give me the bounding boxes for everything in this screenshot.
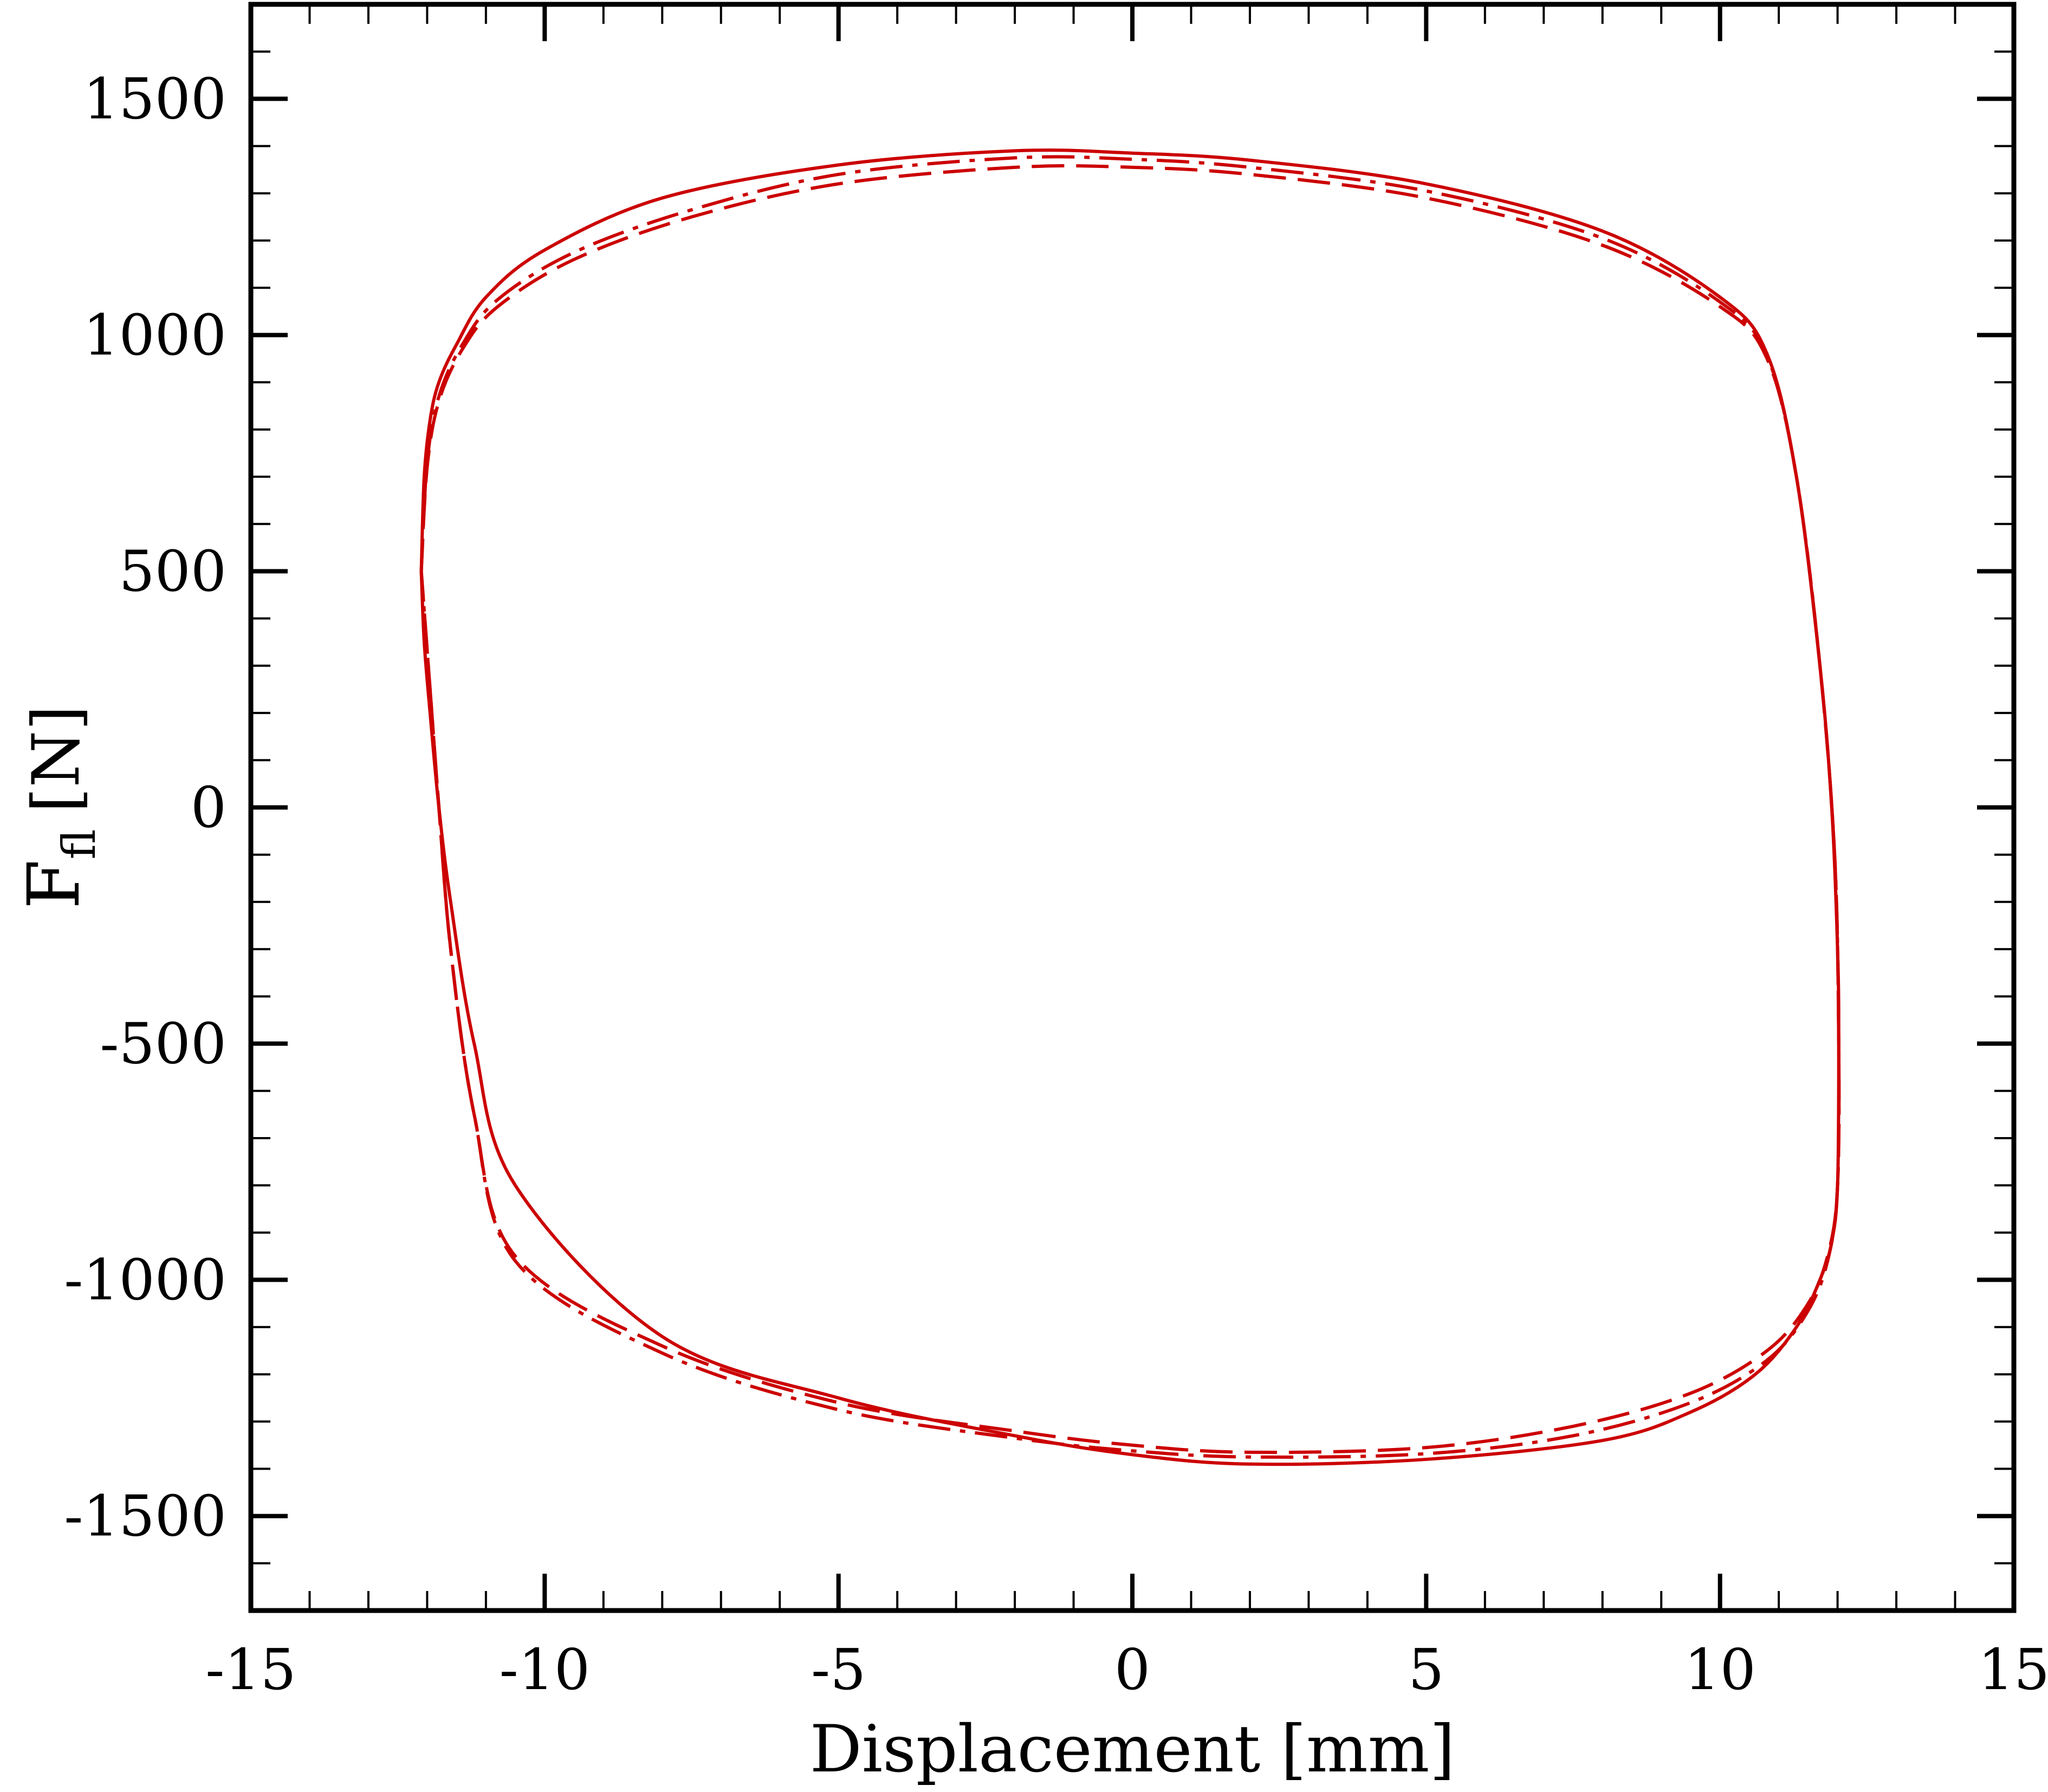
x-axis-label: Displacement [mm] xyxy=(810,1712,1455,1787)
x-tick-label: -5 xyxy=(811,1637,866,1703)
x-tick-labels: -15 -10 -5 0 5 10 15 xyxy=(205,1637,2048,1703)
x-tick-label: -10 xyxy=(500,1637,590,1703)
y-axis-label: Ffl [N] xyxy=(12,705,106,909)
y-axis-label-main: F xyxy=(12,860,96,910)
y-tick-label: 1000 xyxy=(83,302,226,368)
plot-frame xyxy=(248,2,2017,1613)
x-tick-label: -15 xyxy=(205,1637,296,1703)
y-tick-label: -1000 xyxy=(64,1247,226,1313)
y-axis-label-sub: fl xyxy=(53,829,106,860)
x-tick-label: 15 xyxy=(1978,1637,2048,1703)
y-tick-label: 500 xyxy=(119,538,226,604)
series-line-dashdot xyxy=(419,155,1841,1459)
series-line-dashed xyxy=(419,164,1841,1455)
y-tick-label: 0 xyxy=(191,775,226,841)
axis-ticks xyxy=(249,3,2016,1612)
y-tick-label: -500 xyxy=(100,1011,226,1077)
y-tick-label: -1500 xyxy=(64,1483,226,1549)
x-tick-label: 5 xyxy=(1408,1637,1444,1703)
y-tick-label: 1500 xyxy=(83,66,226,132)
y-axis-label-unit: [N] xyxy=(19,705,94,813)
series-lines xyxy=(419,148,1841,1466)
series-line-solid xyxy=(419,148,1840,1466)
x-tick-label: 10 xyxy=(1684,1637,1755,1703)
svg-text:Ffl[N]: Ffl [N] xyxy=(12,705,106,909)
x-tick-label: 0 xyxy=(1114,1637,1150,1703)
y-tick-labels: -1500 -1000 -500 0 500 1000 1500 xyxy=(64,66,226,1549)
